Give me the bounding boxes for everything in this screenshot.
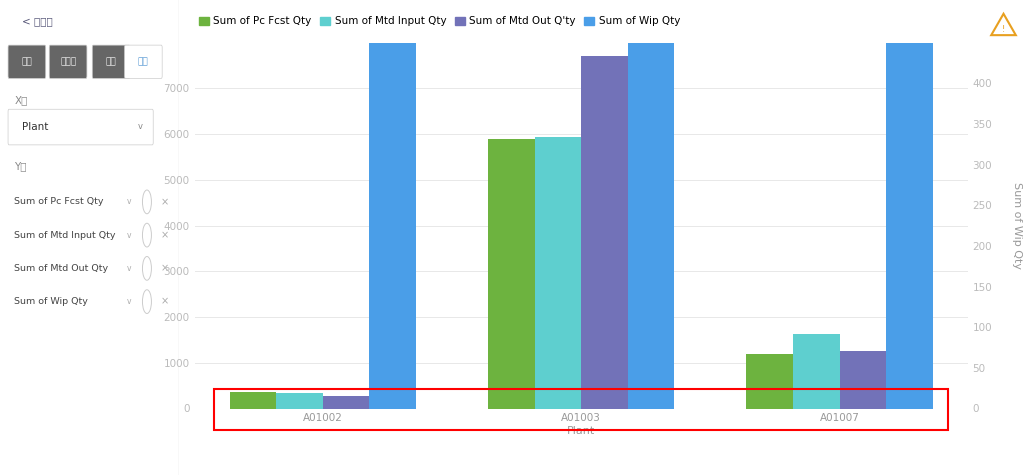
Text: 顯示: 顯示 <box>22 57 32 66</box>
Text: 標記: 標記 <box>105 57 117 66</box>
Text: ×: × <box>161 263 169 274</box>
Bar <box>323 396 370 408</box>
FancyBboxPatch shape <box>8 45 46 78</box>
FancyBboxPatch shape <box>8 109 154 145</box>
Y-axis label: Sum of Wip Qty: Sum of Wip Qty <box>1012 182 1022 269</box>
Text: X軸: X軸 <box>14 95 28 105</box>
Bar <box>746 353 793 408</box>
Text: v: v <box>127 231 131 239</box>
FancyBboxPatch shape <box>92 45 130 78</box>
Text: ×: × <box>161 296 169 307</box>
Bar <box>276 393 323 408</box>
Text: Sum of Mtd Out Qty: Sum of Mtd Out Qty <box>14 264 109 273</box>
Bar <box>488 139 535 408</box>
Text: ×: × <box>161 230 169 240</box>
Text: Sum of Pc Fcst Qty: Sum of Pc Fcst Qty <box>14 198 103 206</box>
Text: v: v <box>127 198 131 206</box>
Text: ×: × <box>161 197 169 207</box>
Text: Plant: Plant <box>22 122 48 132</box>
Text: v: v <box>127 297 131 306</box>
Bar <box>793 334 840 408</box>
X-axis label: Plant: Plant <box>567 426 595 436</box>
Bar <box>581 57 628 408</box>
Text: Sum of Wip Qty: Sum of Wip Qty <box>14 297 88 306</box>
Bar <box>628 0 674 408</box>
Text: Y軸: Y軸 <box>14 162 27 171</box>
Text: v: v <box>127 264 131 273</box>
Text: 分組筛: 分組筛 <box>60 57 76 66</box>
Text: !: ! <box>1001 25 1006 34</box>
Bar <box>840 352 886 408</box>
Bar <box>886 0 933 408</box>
FancyBboxPatch shape <box>125 45 162 78</box>
Text: < 柱項目: < 柱項目 <box>22 17 52 27</box>
Legend: Sum of Pc Fcst Qty, Sum of Mtd Input Qty, Sum of Mtd Out Q'ty, Sum of Wip Qty: Sum of Pc Fcst Qty, Sum of Mtd Input Qty… <box>195 12 684 31</box>
FancyBboxPatch shape <box>49 45 87 78</box>
Text: Sum of Mtd Input Qty: Sum of Mtd Input Qty <box>14 231 116 239</box>
Text: 資料: 資料 <box>138 57 148 66</box>
Bar <box>535 137 581 408</box>
Bar <box>370 0 416 408</box>
Text: v: v <box>137 123 142 131</box>
Bar <box>229 392 276 408</box>
